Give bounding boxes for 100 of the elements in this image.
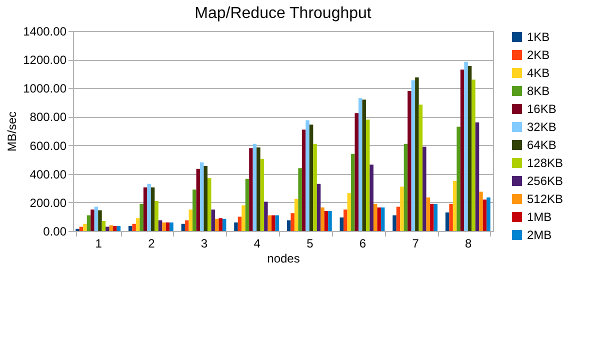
bar	[366, 120, 370, 231]
bar	[306, 120, 310, 231]
legend-label: 16KB	[527, 102, 556, 116]
bar	[415, 77, 419, 231]
legend-label: 32KB	[527, 120, 556, 134]
bar	[102, 221, 106, 231]
bar	[272, 215, 276, 231]
y-tick-label: 400.00	[30, 167, 67, 182]
bar	[79, 226, 84, 231]
bar	[252, 144, 257, 231]
bar	[234, 222, 238, 231]
legend-label: 512KB	[527, 192, 564, 206]
bar	[162, 222, 166, 231]
bar	[128, 226, 132, 231]
bar	[400, 186, 404, 231]
bar	[158, 220, 162, 231]
bar	[475, 122, 480, 231]
bar	[90, 210, 94, 231]
y-tick-label: 1000.00	[23, 82, 67, 96]
bar	[324, 211, 328, 231]
bar	[185, 220, 189, 231]
x-tick-label: 1	[95, 236, 102, 250]
bar	[362, 100, 366, 231]
bar	[320, 207, 324, 231]
legend-label: 64KB	[527, 138, 556, 152]
bar	[286, 220, 291, 231]
bar	[426, 197, 430, 231]
bar	[302, 130, 306, 231]
bar	[430, 204, 434, 231]
bar	[328, 211, 332, 231]
bar	[449, 204, 453, 231]
bar	[294, 198, 298, 231]
bar	[192, 190, 196, 231]
bar	[298, 168, 302, 231]
bar	[207, 178, 212, 231]
bar	[218, 218, 222, 231]
bar	[347, 193, 352, 231]
bar	[188, 210, 193, 231]
bar	[170, 222, 174, 231]
bar	[411, 80, 416, 231]
bar	[268, 215, 272, 231]
x-tick-label: 3	[200, 236, 208, 250]
bar	[98, 210, 102, 231]
bar	[344, 210, 348, 231]
x-tick-label: 6	[359, 236, 366, 250]
bar	[264, 202, 268, 231]
legend-label: 2KB	[527, 48, 550, 62]
y-tick-label: 1200.00	[23, 53, 67, 68]
bar	[154, 201, 158, 231]
bar	[354, 113, 359, 231]
bar	[482, 200, 487, 231]
bar	[132, 224, 136, 231]
bar	[358, 98, 362, 231]
legend-label: 8KB	[527, 84, 550, 98]
bar	[106, 226, 110, 231]
bar	[275, 215, 280, 231]
bar	[460, 70, 464, 231]
bar	[242, 205, 246, 231]
y-tick-label: 1400.00	[23, 24, 67, 38]
x-tick-label: 5	[306, 236, 314, 250]
bar	[479, 192, 483, 231]
y-tick-label: 200.00	[30, 196, 67, 210]
legend-label: 256KB	[527, 174, 564, 188]
bar	[452, 181, 457, 231]
y-tick-label: 800.00	[30, 110, 67, 124]
bar	[380, 207, 385, 231]
chart-title: Map/Reduce Throughput	[194, 5, 372, 22]
bar	[109, 225, 114, 231]
bar	[211, 210, 215, 231]
legend-label: 4KB	[527, 66, 550, 80]
bar	[404, 144, 408, 231]
bar	[150, 187, 155, 231]
bar	[313, 144, 317, 231]
bar	[113, 226, 117, 231]
bar	[408, 91, 412, 231]
bar	[136, 218, 140, 231]
bar	[373, 204, 378, 231]
bar	[249, 148, 253, 231]
legend-label: 1KB	[527, 30, 550, 44]
bar	[464, 62, 468, 231]
bar	[422, 146, 426, 231]
bar	[238, 216, 242, 231]
x-tick-label: 8	[465, 236, 472, 250]
bar	[370, 164, 374, 231]
bar	[290, 213, 294, 231]
bar	[83, 224, 87, 231]
y-tick-label: 0.00	[43, 224, 67, 238]
bar	[340, 217, 344, 231]
y-tick-label: 600.00	[30, 138, 67, 153]
bar	[351, 154, 355, 231]
bar	[316, 184, 321, 231]
bar	[418, 104, 423, 231]
bar	[204, 166, 208, 231]
bar	[392, 215, 396, 231]
legend-label: 1MB	[527, 210, 552, 224]
bar	[468, 66, 472, 231]
legend-label: 128KB	[527, 156, 564, 170]
bar	[377, 207, 381, 231]
bar	[94, 206, 98, 231]
bar	[200, 162, 204, 231]
